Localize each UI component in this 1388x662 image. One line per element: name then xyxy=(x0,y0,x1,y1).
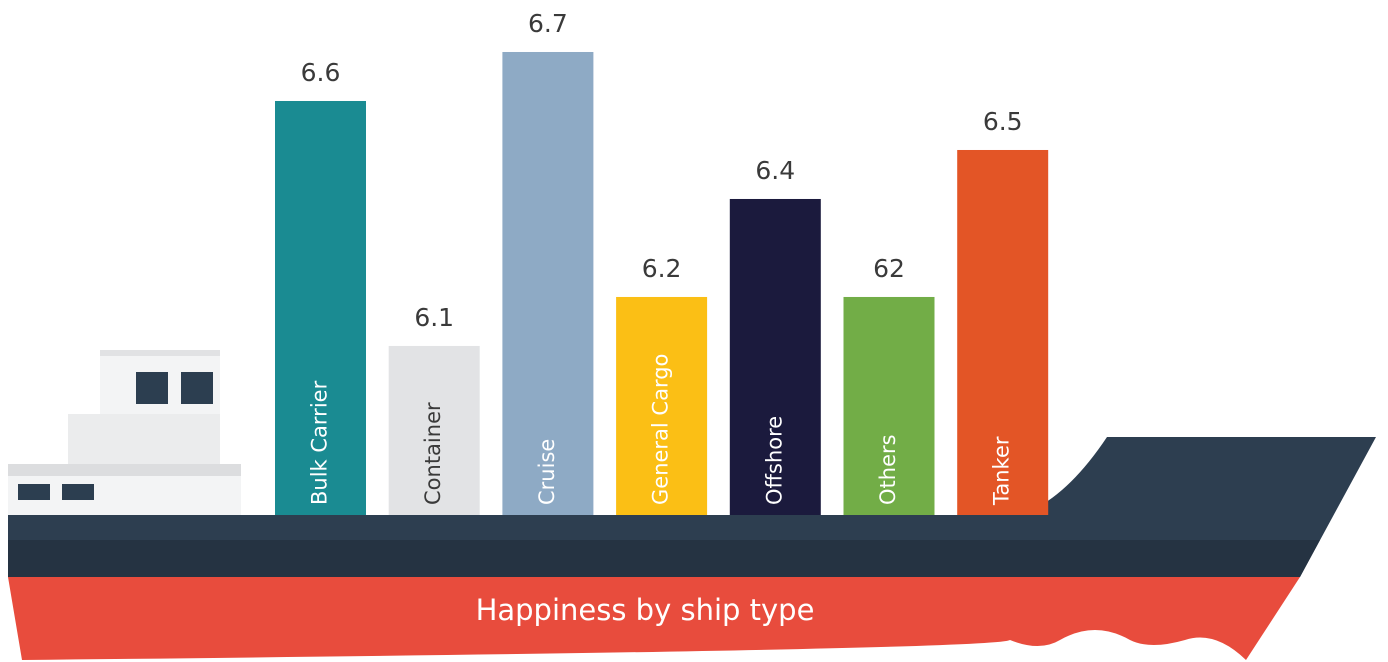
porthole xyxy=(18,484,50,500)
category-label: Offshore xyxy=(762,416,786,505)
value-label: 6.2 xyxy=(642,254,682,283)
value-label: 6.1 xyxy=(414,303,454,332)
category-label: Bulk Carrier xyxy=(308,380,332,505)
value-label: 6.6 xyxy=(301,58,341,87)
category-label: Others xyxy=(876,434,900,505)
hull-middle xyxy=(8,540,1320,577)
window xyxy=(136,372,168,404)
value-label: 62 xyxy=(873,254,905,283)
window xyxy=(181,372,213,404)
value-label: 6.7 xyxy=(528,9,568,38)
roof xyxy=(100,350,220,356)
deckhouse xyxy=(68,414,220,464)
porthole xyxy=(62,484,94,500)
chart-title: Happiness by ship type xyxy=(476,593,815,627)
category-label: Cruise xyxy=(535,439,559,505)
category-label: Tanker xyxy=(990,436,1014,506)
value-label: 6.4 xyxy=(755,156,795,185)
category-label: General Cargo xyxy=(649,354,673,505)
page: Happiness by ship type 6.6 Bulk Carrier 6.… xyxy=(0,0,1388,662)
deck-rail xyxy=(8,464,241,476)
category-label: Container xyxy=(421,402,445,505)
chart: Happiness by ship type 6.6 Bulk Carrier 6.… xyxy=(0,0,1388,662)
value-label: 6.5 xyxy=(983,107,1023,136)
